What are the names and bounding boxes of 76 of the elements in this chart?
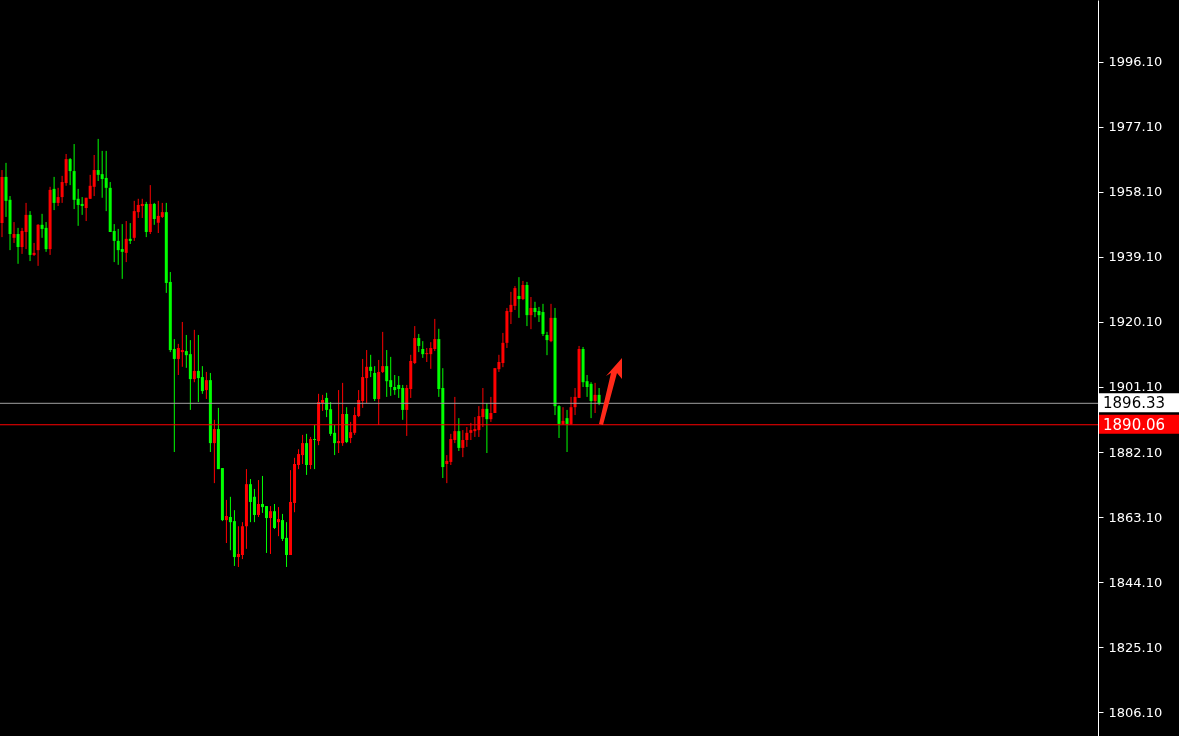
candlestick — [264, 505, 268, 554]
candlestick — [541, 303, 545, 337]
candlestick — [80, 196, 84, 216]
candlestick — [152, 202, 156, 226]
candlestick — [200, 365, 204, 395]
candlestick — [12, 221, 16, 244]
y-tick-label: 1825.10 — [1108, 639, 1163, 655]
y-tick-label: 1901.10 — [1108, 379, 1163, 395]
candlestick — [425, 347, 429, 363]
candlestick — [285, 521, 289, 568]
candlestick — [401, 384, 405, 421]
candlestick — [192, 329, 196, 383]
candlestick — [461, 429, 465, 458]
candlestick — [529, 296, 533, 330]
candlestick — [100, 150, 104, 199]
candlestick — [277, 506, 281, 537]
candlestick — [549, 303, 553, 343]
candlestick — [52, 176, 56, 211]
candlestick — [313, 424, 317, 470]
candlestick — [260, 475, 264, 514]
candlestick — [433, 318, 437, 352]
candlestick — [301, 434, 305, 465]
candlestick — [16, 227, 20, 265]
y-tick-label: 1958.10 — [1108, 184, 1163, 200]
candlestick — [92, 154, 96, 197]
candlestick — [389, 356, 393, 397]
candlestick — [268, 505, 272, 555]
candlestick — [24, 202, 28, 250]
candlestick — [140, 198, 144, 219]
candlestick — [517, 276, 521, 319]
candlestick — [369, 354, 373, 378]
candlestick — [156, 200, 160, 234]
y-tick-label: 1920.10 — [1108, 314, 1163, 330]
y-tick-label: 1863.10 — [1108, 509, 1163, 525]
candlestick — [521, 280, 525, 301]
candlestick — [120, 223, 124, 280]
candlestick — [196, 334, 200, 403]
candlestick — [429, 341, 433, 370]
ref-line-label: 1890.06 — [1103, 415, 1166, 434]
candlestick — [305, 433, 309, 476]
candlestick — [104, 150, 108, 212]
y-tick-label: 1882.10 — [1108, 444, 1163, 460]
candlestick — [393, 374, 397, 396]
candlestick — [385, 349, 389, 398]
candlestick — [593, 382, 597, 414]
candlestick — [252, 488, 256, 523]
candlestick — [365, 349, 369, 404]
candlestick — [565, 409, 569, 453]
candlestick — [116, 228, 120, 266]
ref-line-label: 1896.33 — [1103, 394, 1166, 413]
candlestick — [256, 479, 260, 518]
y-tick-label: 1844.10 — [1108, 574, 1163, 590]
candlestick — [485, 402, 489, 454]
candlestick — [180, 321, 184, 368]
candlestick — [589, 381, 593, 419]
candlestick — [533, 301, 537, 318]
candlestick — [248, 478, 252, 523]
candlestick — [381, 331, 385, 374]
y-tick-label: 1939.10 — [1108, 249, 1163, 265]
y-tick-label: 1996.10 — [1108, 54, 1163, 70]
candlestick — [44, 221, 48, 253]
candlestick — [236, 525, 240, 568]
candlestick — [465, 426, 469, 448]
candlestick — [449, 433, 453, 466]
y-tick-label: 1806.10 — [1108, 704, 1163, 720]
candlestick — [176, 343, 180, 376]
candlestick — [204, 371, 208, 400]
candlestick — [417, 333, 421, 353]
candlestick — [597, 387, 601, 406]
candlestick — [457, 417, 461, 452]
candlestick — [273, 503, 276, 530]
y-tick-label: 1977.10 — [1108, 119, 1163, 135]
candlestick — [128, 222, 132, 245]
candlestick — [224, 499, 228, 544]
candlestick — [96, 138, 100, 182]
candlestick — [124, 220, 128, 263]
